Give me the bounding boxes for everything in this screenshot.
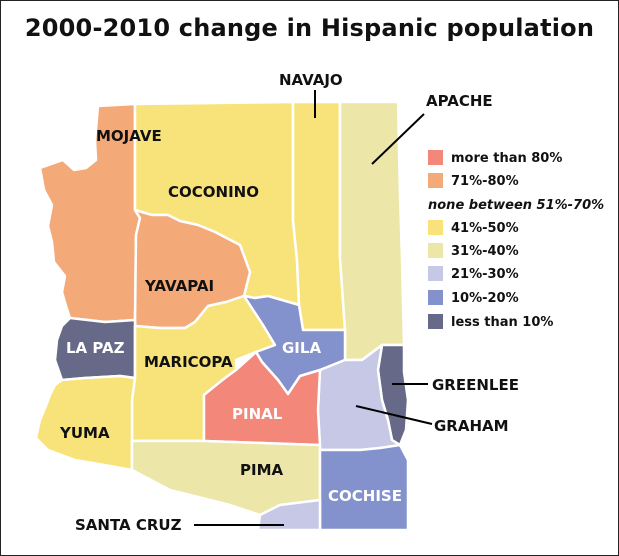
legend-label-7: less than 10% [451, 315, 553, 330]
legend-label-1: 71%-80% [451, 174, 519, 189]
county-label-coconino: COCONINO [168, 183, 259, 201]
legend-label-2: none between 51%-70% [428, 198, 604, 213]
legend-label-4: 31%-40% [451, 244, 519, 259]
county-label-pinal: PINAL [232, 405, 283, 423]
county-label-lapaz: LA PAZ [66, 339, 125, 357]
county-label-maricopa: MARICOPA [144, 353, 233, 371]
legend-swatch-5 [428, 266, 443, 281]
legend-swatch-0 [428, 150, 443, 165]
legend: more than 80% 71%-80% none between 51%-7… [428, 150, 604, 330]
legend-swatch-7 [428, 314, 443, 329]
county-label-navajo: NAVAJO [279, 71, 343, 89]
county-label-greenlee: GREENLEE [432, 376, 519, 394]
county-shape-pinal [202, 350, 322, 447]
legend-label-5: 21%-30% [451, 267, 519, 282]
county-shape-navajo [291, 100, 347, 332]
county-label-pima: PIMA [240, 461, 284, 479]
county-label-cochise: COCHISE [328, 487, 402, 505]
county-label-yuma: YUMA [59, 424, 110, 442]
county-label-apache: APACHE [426, 92, 493, 110]
map-title: 2000-2010 change in Hispanic population [24, 14, 595, 42]
leader-line-apache [371, 113, 425, 165]
legend-label-3: 41%-50% [451, 221, 519, 236]
county-label-mojave: MOJAVE [96, 127, 162, 145]
county-label-gila: GILA [282, 339, 321, 357]
legend-swatch-4 [428, 243, 443, 258]
county-shape-yuma [34, 374, 137, 472]
county-shape-santacruz [256, 498, 322, 532]
legend-swatch-1 [428, 173, 443, 188]
legend-swatch-6 [428, 290, 443, 305]
legend-label-6: 10%-20% [451, 291, 519, 306]
county-shape-apache [338, 100, 406, 362]
legend-label-0: more than 80% [451, 151, 562, 166]
leader-line-graham [355, 405, 433, 425]
county-label-santacruz: SANTA CRUZ [75, 516, 182, 534]
legend-swatch-3 [428, 220, 443, 235]
county-label-yavapai: YAVAPAI [144, 277, 214, 295]
county-label-graham: GRAHAM [434, 417, 509, 435]
